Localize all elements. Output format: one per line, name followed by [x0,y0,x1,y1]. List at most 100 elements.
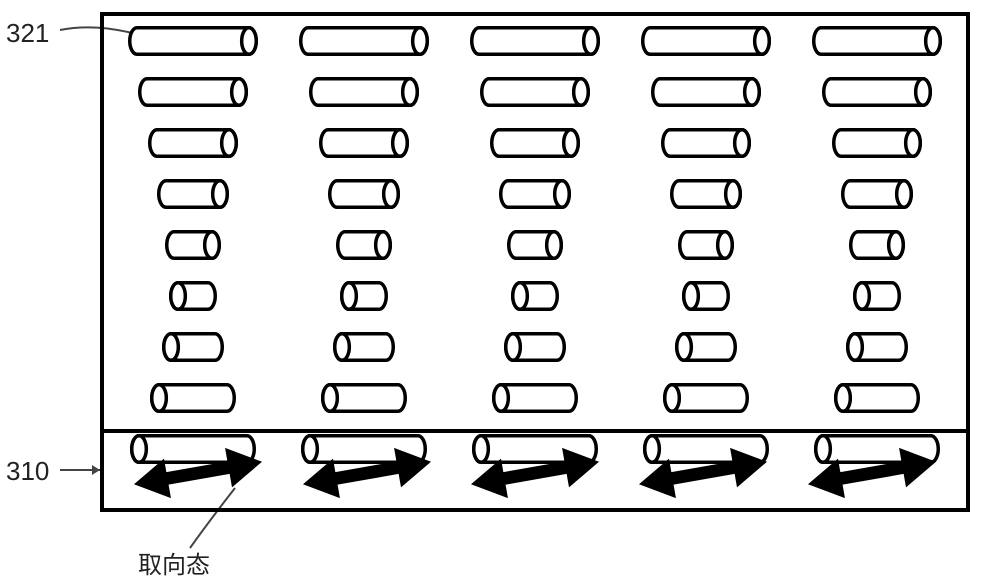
rod-icon [846,332,908,362]
arrows-region [104,433,966,512]
rod [846,332,908,367]
rod-icon [328,179,400,209]
rod-icon [661,128,751,158]
rod-icon [492,383,578,413]
rod-icon [165,230,221,260]
rod [641,26,771,61]
rod-icon [670,179,742,209]
rod-icon [138,77,248,107]
rod [321,383,407,418]
rod [138,77,248,112]
rod [490,128,580,163]
rod [492,383,578,418]
rod [678,230,734,265]
rod-column [797,26,957,469]
double-arrow-icon [804,442,939,504]
rod [165,230,221,265]
rod [663,383,749,418]
arrow-cell [118,453,278,493]
rod [853,281,901,316]
rod [812,26,942,61]
arrows-wrap [104,433,966,512]
rod [507,230,563,265]
rod-icon [682,281,730,311]
rod [319,128,409,163]
rod-icon [641,26,771,56]
rod-icon [319,128,409,158]
rod-icon [150,383,236,413]
double-arrow-icon [131,442,266,504]
rod [169,281,217,316]
rod [504,332,566,367]
double-arrow-icon [467,442,602,504]
rod-icon [299,26,429,56]
rod-icon [499,179,571,209]
rod [682,281,730,316]
rod-icon [309,77,419,107]
rod-icon [470,26,600,56]
arrow-cell [623,453,783,493]
rod-icon [340,281,388,311]
rod [670,179,742,214]
arrow-cell [792,453,952,493]
rod [299,26,429,61]
rod [150,383,236,418]
rod-icon [157,179,229,209]
rod-column [113,26,273,469]
rod-icon [849,230,905,260]
rod [832,128,922,163]
rod [309,77,419,112]
rod [499,179,571,214]
rod-icon [822,77,932,107]
rod [157,179,229,214]
columns-wrap [104,16,966,429]
rod-icon [678,230,734,260]
figure-frame [100,12,970,512]
rod [162,332,224,367]
rod-icon [169,281,217,311]
rod-icon [511,281,559,311]
rod [333,332,395,367]
rod-icon [336,230,392,260]
rod [480,77,590,112]
rod-icon [480,77,590,107]
rod-icon [675,332,737,362]
rod [849,230,905,265]
rod-icon [333,332,395,362]
rod-icon [504,332,566,362]
rod [511,281,559,316]
rod-icon [841,179,913,209]
rod [148,128,238,163]
rod [834,383,920,418]
rod-icon [148,128,238,158]
rod [340,281,388,316]
arrow-cell [287,453,447,493]
rod [661,128,751,163]
rod-icon [128,26,258,56]
rod-icon [651,77,761,107]
rod-icon [812,26,942,56]
rod [470,26,600,61]
rod [822,77,932,112]
rod [651,77,761,112]
rod-icon [321,383,407,413]
rod-column [626,26,786,469]
rod-icon [853,281,901,311]
rod [328,179,400,214]
rod-icon [834,383,920,413]
double-arrow-icon [636,442,771,504]
arrow-cell [455,453,615,493]
rods-region [104,16,966,433]
rod-icon [663,383,749,413]
rod [841,179,913,214]
rod [675,332,737,367]
rod [336,230,392,265]
rod [128,26,258,61]
rod-icon [832,128,922,158]
double-arrow-icon [299,442,434,504]
rod-icon [507,230,563,260]
rod-icon [162,332,224,362]
rod-column [284,26,444,469]
rod-icon [490,128,580,158]
rod-column [455,26,615,469]
